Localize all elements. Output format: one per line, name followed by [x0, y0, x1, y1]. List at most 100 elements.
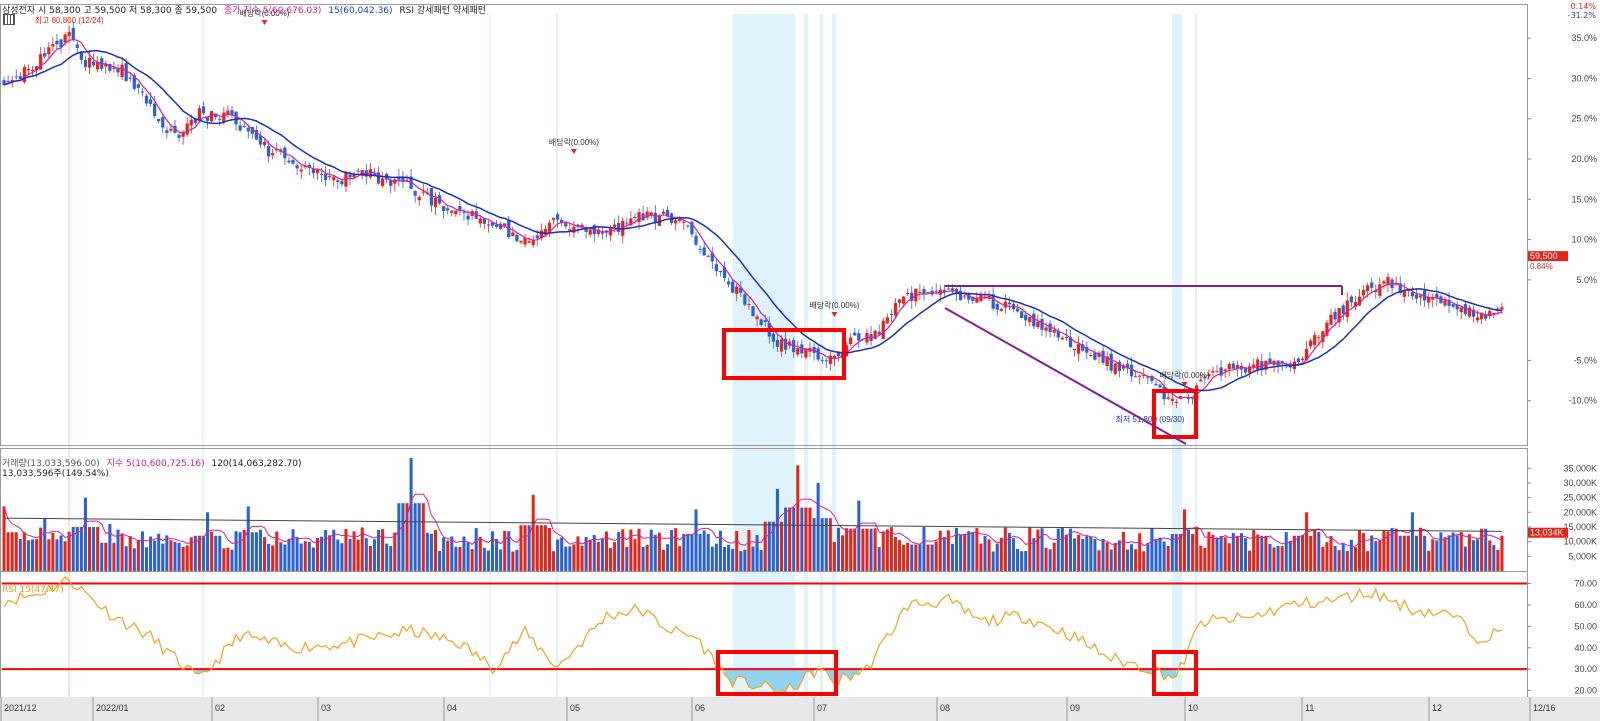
- volume-bar: [678, 546, 682, 571]
- volume-bar: [1219, 535, 1223, 571]
- volume-header-2: 13,033,596주(149.54%): [2, 466, 113, 479]
- volume-bar: [454, 546, 458, 571]
- volume-bar: [1296, 535, 1300, 571]
- candle: [783, 338, 788, 350]
- grid-icon[interactable]: [3, 14, 15, 25]
- candle: [409, 176, 413, 189]
- candle: [401, 177, 405, 182]
- volume-bar: [727, 544, 731, 571]
- volume-bar: [910, 544, 914, 571]
- candle: [1378, 284, 1382, 296]
- candle: [1154, 383, 1158, 386]
- volume-bar: [482, 547, 486, 571]
- last-change-label: 0.84%: [1530, 262, 1553, 271]
- volume-bar: [1007, 532, 1011, 571]
- dividend-marker-icon: [831, 312, 838, 317]
- volume-bar: [478, 536, 482, 571]
- candle: [849, 337, 853, 344]
- candle: [458, 206, 462, 211]
- candle: [1341, 305, 1345, 314]
- volume-bar: [1081, 538, 1085, 571]
- candle: [10, 79, 14, 83]
- volume-bar: [1166, 545, 1170, 571]
- volume-bar: [1419, 527, 1423, 571]
- volume-bar: [1248, 550, 1252, 571]
- volume-bar: [405, 503, 409, 571]
- candle: [96, 61, 100, 70]
- volume-bar: [1020, 551, 1024, 571]
- volume-bar: [495, 538, 499, 571]
- volume-bar: [930, 544, 934, 571]
- volume-bar: [755, 535, 759, 571]
- candle: [210, 111, 214, 122]
- candle: [71, 28, 75, 40]
- candle: [100, 58, 104, 69]
- volume-bar: [1455, 535, 1459, 571]
- volume-bar: [214, 535, 218, 571]
- volume-bar: [568, 546, 572, 571]
- volume-bar: [1235, 535, 1239, 571]
- candle: [271, 153, 275, 156]
- downtrend-line: [944, 307, 1187, 445]
- highlight-band: [733, 14, 795, 697]
- candle: [971, 296, 975, 301]
- candle: [1455, 304, 1459, 310]
- volume-bar: [1492, 545, 1496, 571]
- dividend-marker-icon: [1181, 382, 1188, 387]
- volume-bar: [804, 507, 808, 571]
- volume-bar: [1488, 540, 1492, 571]
- volume-bar: [1329, 536, 1333, 571]
- volume-bar: [1028, 527, 1032, 571]
- volume-bar: [507, 531, 511, 571]
- volume-bar: [731, 548, 735, 571]
- candle: [1447, 299, 1451, 307]
- volume-bar: [670, 529, 674, 571]
- candle: [1252, 364, 1256, 367]
- ma-legend-15: 15(60,042.36): [328, 6, 393, 16]
- volume-bar: [539, 525, 543, 571]
- candle: [1427, 297, 1431, 303]
- volume-bar: [165, 535, 169, 571]
- volume-bar: [352, 531, 356, 571]
- candle: [1500, 307, 1504, 310]
- candle: [1492, 312, 1496, 314]
- candle: [1068, 337, 1073, 348]
- volume-bar: [18, 538, 22, 571]
- candle: [466, 215, 470, 220]
- candle: [1203, 376, 1207, 379]
- volume-bar: [466, 542, 470, 571]
- volume-bar: [596, 541, 600, 571]
- volume-bar: [79, 526, 83, 571]
- candle: [157, 119, 161, 122]
- candle: [1146, 376, 1150, 378]
- pattern-legend: RSI 강세패턴 약세패턴: [399, 6, 486, 16]
- candle: [372, 173, 377, 176]
- volume-bar: [914, 544, 918, 571]
- volume-bar: [1431, 539, 1435, 571]
- volume-bar: [67, 531, 71, 571]
- candle: [482, 218, 486, 224]
- annotation-high: 최고 80,800 (12/24): [35, 15, 104, 25]
- candle: [568, 229, 572, 231]
- candle: [702, 247, 706, 256]
- candle: [1227, 363, 1231, 370]
- candle: [922, 289, 926, 295]
- candle: [726, 281, 731, 285]
- volume-bar: [710, 546, 714, 571]
- candle: [739, 287, 743, 293]
- volume-bar: [633, 539, 637, 571]
- volume-bar: [1321, 546, 1325, 571]
- candle: [91, 61, 96, 66]
- candle: [694, 235, 698, 245]
- volume-bar: [515, 549, 519, 571]
- candle: [238, 125, 242, 131]
- volume-bar: [800, 507, 804, 571]
- volume-bar: [1378, 540, 1382, 571]
- candle: [140, 91, 145, 93]
- volume-bar: [572, 544, 576, 571]
- candle: [1353, 302, 1358, 307]
- last-price-box: [1528, 251, 1568, 262]
- volume-bar: [885, 529, 889, 571]
- panel-frames: [0, 4, 1600, 721]
